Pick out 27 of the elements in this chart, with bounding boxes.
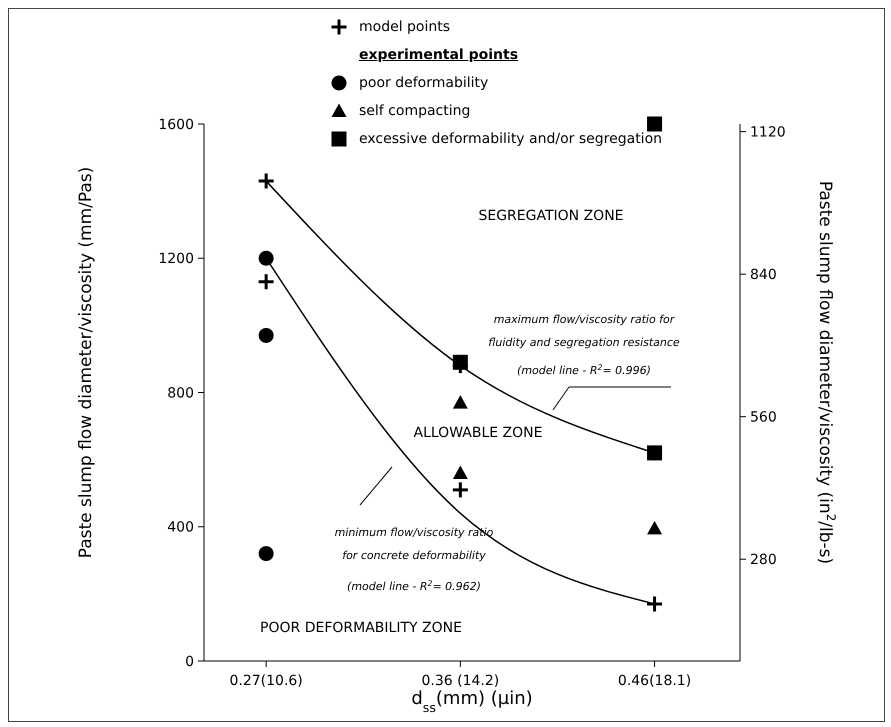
y2-tick-label: 560 [750, 410, 777, 426]
legend-label: poor deformability [359, 74, 488, 93]
annotation: ALLOWABLE ZONE [414, 425, 542, 441]
x-tick-label: 0.46(18.1) [618, 672, 692, 689]
annotation: fluidity and segregation resistance [488, 336, 680, 349]
legend-label: self compacting [359, 102, 470, 121]
y-tick-label: 400 [167, 520, 194, 536]
y-tick-label: 0 [185, 654, 194, 670]
legend-title: experimental points [359, 47, 518, 63]
x-tick-label: 0.36 (14.2) [421, 672, 500, 689]
y2-tick-label: 1120 [750, 124, 786, 141]
y-tick-label: 800 [167, 385, 194, 402]
y-tick-label: 1200 [158, 251, 194, 268]
annotation: for concrete deformability [342, 549, 486, 562]
annotation: POOR DEFORMABILITY ZONE [260, 620, 462, 636]
y-axis-title: Paste slump flow diameter/viscosity (mm/Pas) [76, 166, 96, 558]
annotation: (model line - R$^{2}$= 0.996) [517, 362, 651, 377]
y2-tick-label: 840 [750, 267, 777, 284]
y2-tick-label: 280 [750, 552, 777, 568]
y-tick-label: 1600 [158, 116, 194, 133]
annotation: SEGREGATION ZONE [478, 208, 624, 224]
legend-label: model points [359, 18, 450, 37]
x-tick-label: 0.27(10.6) [230, 672, 303, 689]
annotation: (model line - R$^{2}$= 0.962) [347, 578, 481, 593]
legend-label: excessive deformability and/or segregation [359, 130, 662, 149]
annotation: maximum flow/viscosity ratio for [494, 313, 676, 326]
x-axis-title: d$_{ss}$(mm) (μin) [411, 688, 533, 714]
